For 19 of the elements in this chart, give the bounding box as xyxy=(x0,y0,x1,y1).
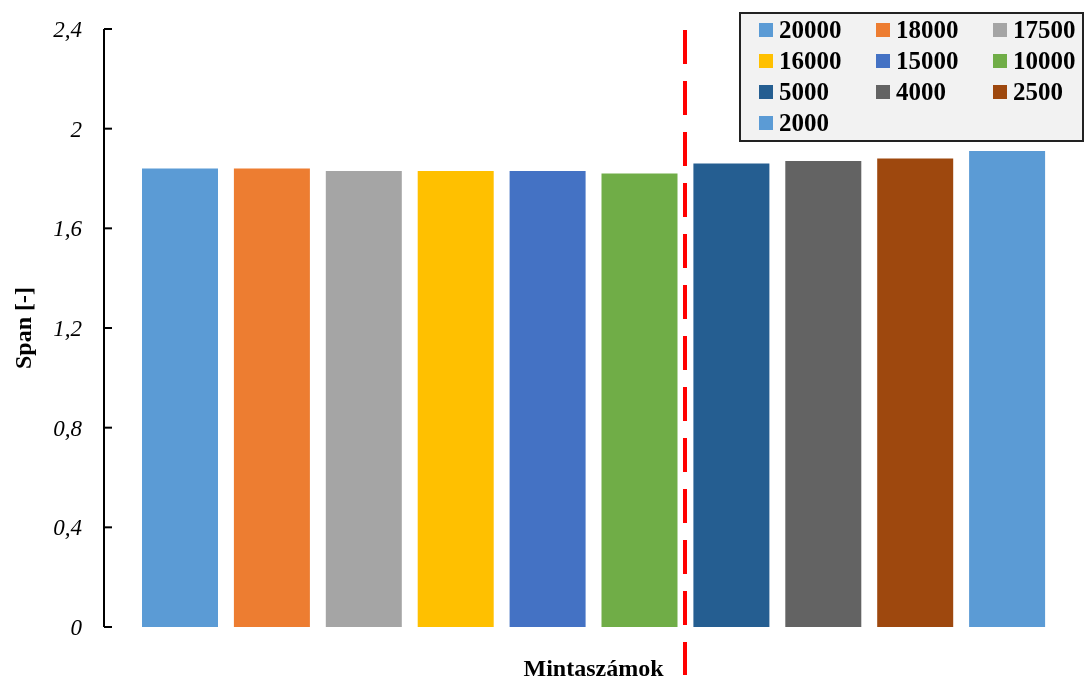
y-tick-label: 1,6 xyxy=(53,216,83,242)
y-tick-label: 0,4 xyxy=(53,515,82,541)
legend-label: 18000 xyxy=(896,15,959,44)
y-axis-title: Span [-] xyxy=(9,286,36,370)
y-tick-label: 2,4 xyxy=(53,17,82,43)
legend-label: 2500 xyxy=(1013,77,1063,106)
legend-label: 10000 xyxy=(1013,46,1076,75)
legend-label: 5000 xyxy=(779,77,829,106)
x-axis-title: Mintaszámok xyxy=(523,655,665,680)
legend-label: 2000 xyxy=(779,108,829,137)
legend-label: 15000 xyxy=(896,46,959,75)
legend-label: 17500 xyxy=(1013,15,1076,44)
legend-label: 20000 xyxy=(779,15,842,44)
legend-label: 4000 xyxy=(896,77,946,106)
y-tick-label: 1,2 xyxy=(53,316,82,342)
y-tick-label: 0 xyxy=(70,615,83,641)
y-tick-label: 0,8 xyxy=(53,415,83,441)
legend-label: 16000 xyxy=(779,46,842,75)
y-tick-label: 2 xyxy=(70,116,82,142)
